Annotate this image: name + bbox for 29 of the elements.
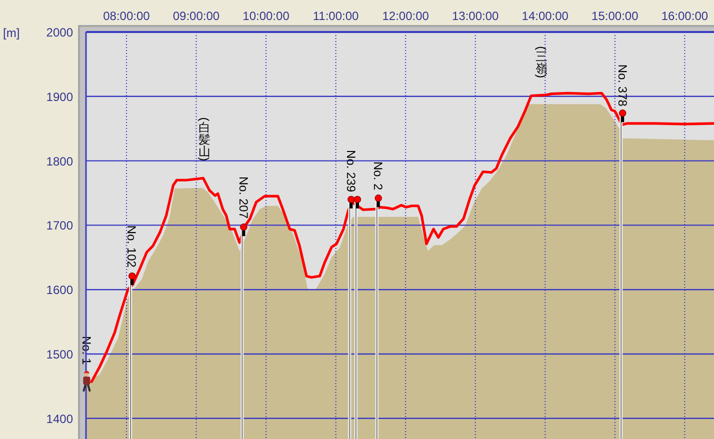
x-tick-label: 16:00:00	[661, 9, 708, 23]
annotation: No. 207	[236, 176, 250, 219]
x-tick-label: 12:00:00	[382, 9, 430, 23]
y-tick-label: 1700	[46, 218, 74, 233]
x-tick-label: 09:00:00	[172, 9, 220, 23]
y-tick-label: 2000	[46, 26, 74, 40]
annotation: No. 102	[124, 225, 139, 268]
annotation: No. 2	[371, 161, 386, 190]
point	[354, 196, 362, 204]
x-tick-label: 10:00:00	[242, 9, 290, 23]
annotation: (白髪山)	[197, 117, 212, 162]
point	[618, 110, 626, 117]
y-tick-label: 1500	[46, 347, 74, 362]
x-tick-label: 08:00:00	[103, 9, 150, 23]
x-tick-label: 15:00:00	[592, 9, 639, 23]
point	[128, 272, 136, 280]
point	[348, 196, 355, 204]
y-tick-label: 1600	[46, 283, 74, 298]
x-tick-label: 13:00:00	[452, 9, 500, 23]
y-axis-title: [m]	[3, 26, 20, 40]
y-tick-label: 1400	[46, 412, 74, 426]
annotation: (三嶺)	[534, 46, 548, 78]
y-tick-label: 1900	[46, 90, 74, 104]
x-tick-label: 11:00:00	[312, 9, 360, 23]
y-tick-label: 1800	[46, 154, 74, 168]
point	[240, 224, 248, 231]
x-tick-label: 14:00:00	[522, 9, 569, 23]
point	[374, 194, 382, 202]
line-series	[90, 92, 714, 383]
